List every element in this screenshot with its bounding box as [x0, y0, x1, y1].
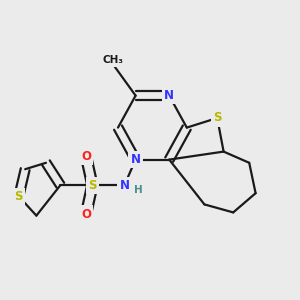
Text: O: O [81, 150, 91, 163]
Text: CH₃: CH₃ [103, 55, 124, 65]
Text: S: S [213, 112, 221, 124]
Text: S: S [88, 179, 97, 192]
Text: N: N [164, 89, 174, 102]
Text: S: S [14, 190, 23, 203]
Text: N: N [130, 153, 141, 166]
Text: N: N [119, 179, 129, 192]
Text: H: H [134, 185, 143, 195]
Text: O: O [81, 208, 91, 220]
